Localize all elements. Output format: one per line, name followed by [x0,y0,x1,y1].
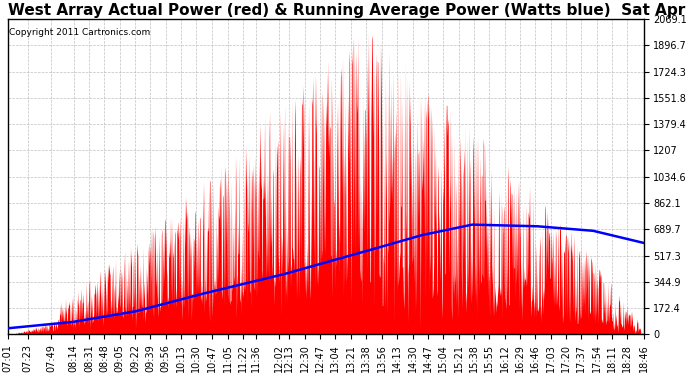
Text: West Array Actual Power (red) & Running Average Power (Watts blue)  Sat Apr 2 18: West Array Actual Power (red) & Running … [8,3,690,18]
Text: Copyright 2011 Cartronics.com: Copyright 2011 Cartronics.com [9,28,150,38]
